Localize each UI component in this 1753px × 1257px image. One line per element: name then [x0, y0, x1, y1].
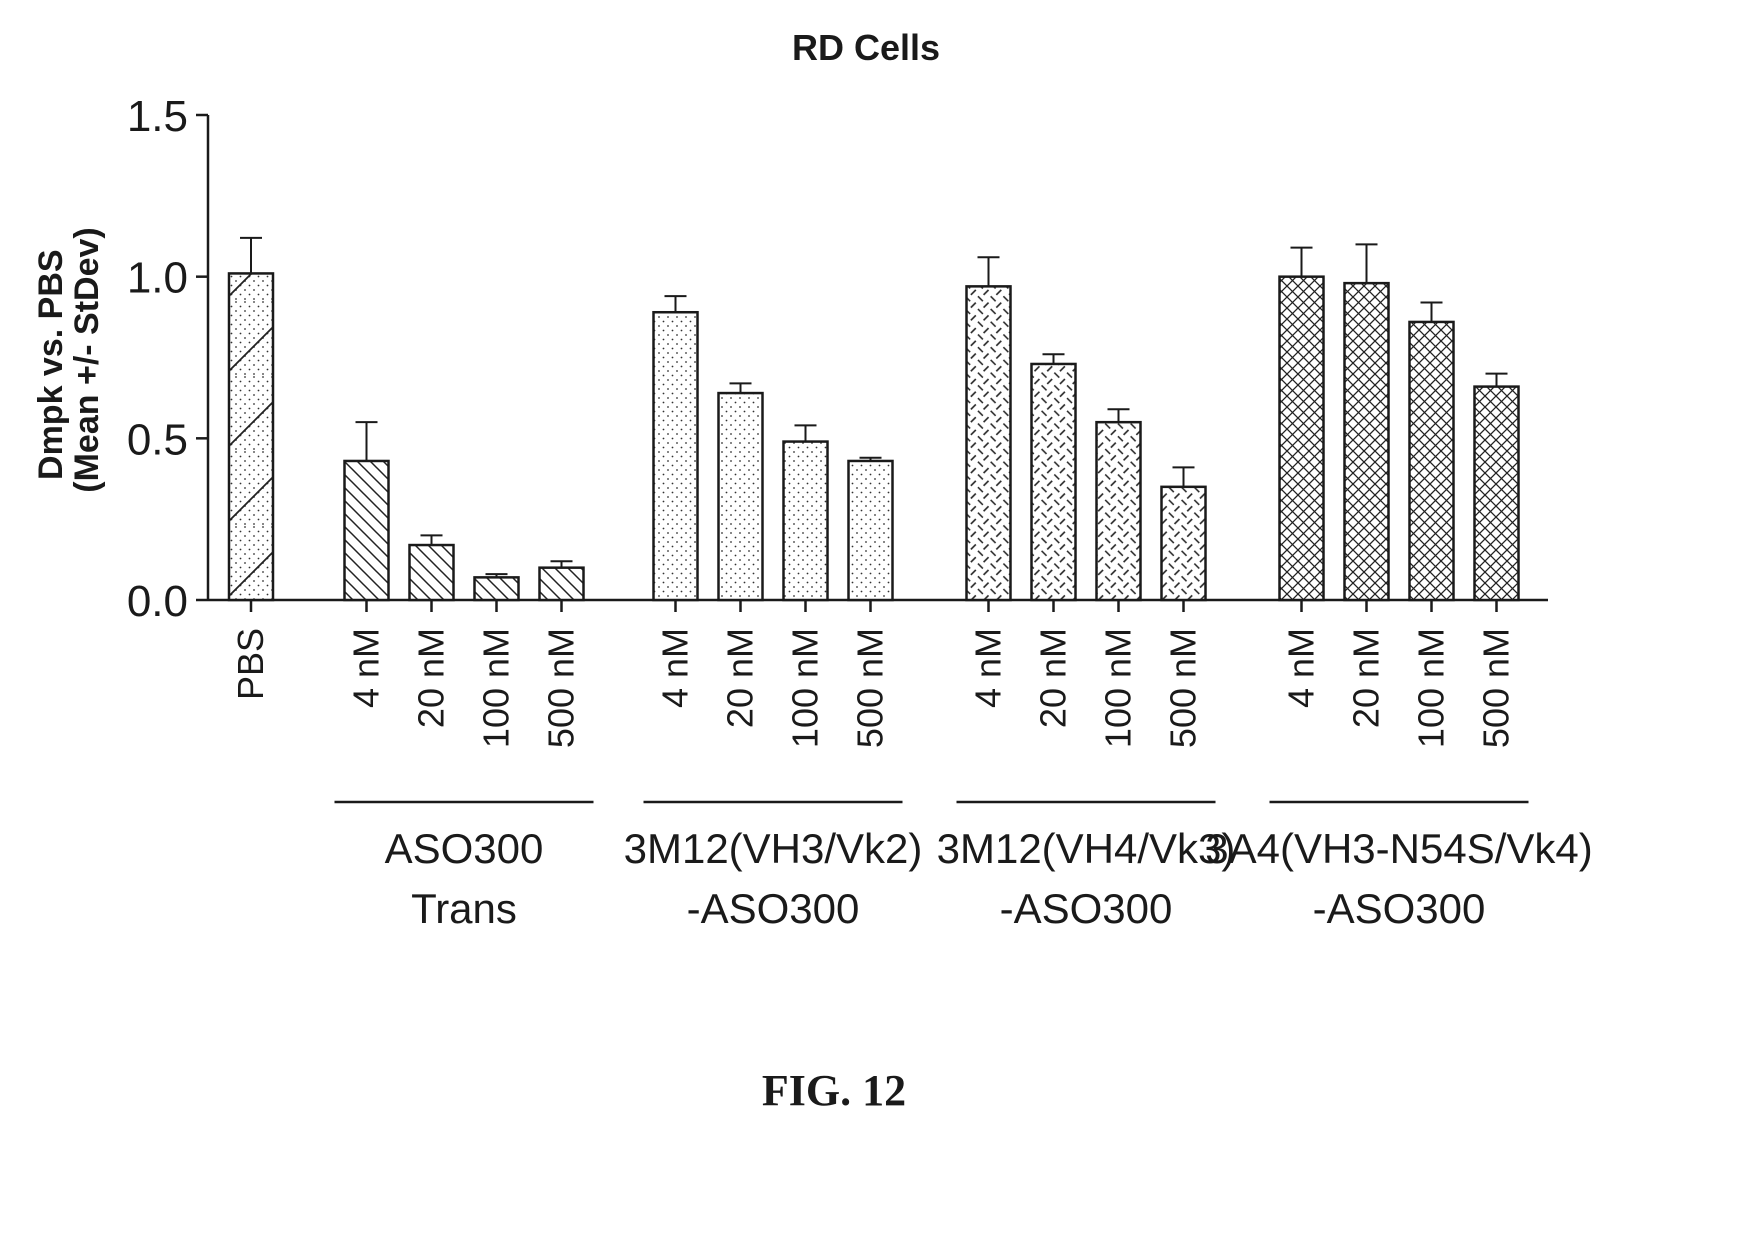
y-axis-label: Dmpk vs. PBS (Mean +/- StDev) [32, 227, 106, 492]
bar [782, 440, 829, 602]
plot-area: 0.0 0.5 1.0 1.5 PBS 4 nM 20 nM 100 nM 500 nM ASO3… [127, 92, 1593, 932]
bar [965, 285, 1012, 602]
group-label: 3A4(VH3-N54S/Vk4) [1205, 825, 1593, 872]
group-label: -ASO300 [1000, 885, 1173, 932]
x-tick-label: 20 nM [1346, 628, 1387, 728]
bar [227, 272, 275, 602]
y-tick-label: 1.5 [127, 92, 188, 141]
group-label: 3M12(VH3/Vk2) [624, 825, 923, 872]
group-label: ASO300 [385, 825, 544, 872]
bar [1030, 362, 1077, 602]
x-tick-label: 100 nM [476, 628, 517, 748]
bar [1160, 485, 1207, 602]
x-tick-label: 100 nM [1411, 628, 1452, 748]
y-axis-label-line2: (Mean +/- StDev) [68, 227, 106, 492]
x-tick-label: 100 nM [1098, 628, 1139, 748]
group-label: Trans [411, 885, 517, 932]
y-tick-label: 0.0 [127, 577, 188, 626]
bar [1095, 420, 1142, 602]
bar [1473, 385, 1520, 602]
x-tick-label: 20 nM [720, 628, 761, 728]
bar [1343, 281, 1390, 602]
figure-label: FIG. 12 [762, 1066, 906, 1115]
x-tick-label: 20 nM [1033, 628, 1074, 728]
bar [652, 310, 699, 602]
x-tick-label: 4 nM [346, 628, 387, 708]
group-label: -ASO300 [687, 885, 860, 932]
x-tick-label: 500 nM [1163, 628, 1204, 748]
bar [717, 391, 764, 602]
x-tick-label: 20 nM [411, 628, 452, 728]
x-tick-label: 100 nM [785, 628, 826, 748]
bar [343, 459, 390, 602]
bar [1408, 320, 1455, 602]
bar [473, 576, 520, 602]
x-tick-label: 500 nM [541, 628, 582, 748]
x-tick-label: 500 nM [850, 628, 891, 748]
group-label: -ASO300 [1313, 885, 1486, 932]
y-tick-label: 0.5 [127, 415, 188, 464]
x-tick-label: 4 nM [1281, 628, 1322, 708]
y-tick-label: 1.0 [127, 254, 188, 303]
x-tick-label: PBS [230, 628, 271, 700]
x-tick-label: 4 nM [968, 628, 1009, 708]
x-tick-label: 500 nM [1476, 628, 1517, 748]
bar [847, 459, 894, 602]
bar [1278, 275, 1325, 602]
y-axis-label-line1: Dmpk vs. PBS [32, 249, 70, 480]
x-tick-label: 4 nM [655, 628, 696, 708]
chart-title: RD Cells [792, 27, 940, 68]
bar [408, 543, 455, 602]
group-label: 3M12(VH4/Vk3) [937, 825, 1236, 872]
bar [538, 566, 585, 602]
